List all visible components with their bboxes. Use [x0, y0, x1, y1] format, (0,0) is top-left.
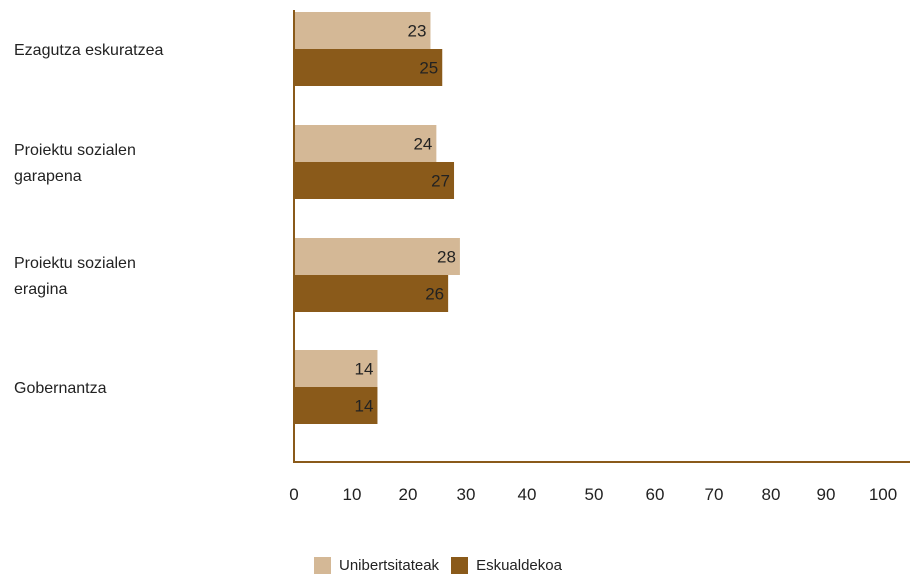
category-label: Gobernantza — [14, 380, 107, 397]
category-label: Proiektu sozialen — [14, 142, 136, 159]
tick-label: 60 — [646, 485, 665, 504]
data-label: 25 — [419, 59, 438, 78]
bars — [295, 12, 460, 424]
bar — [295, 238, 460, 275]
data-label: 27 — [431, 172, 450, 191]
category-label: garapena — [14, 168, 82, 185]
tick-label: 10 — [343, 485, 362, 504]
legend-label-eskualdekoa: Eskualdekoa — [476, 557, 562, 574]
category-label: eragina — [14, 281, 67, 298]
category-label: Proiektu sozialen — [14, 255, 136, 272]
bar — [295, 162, 455, 199]
data-label: 23 — [408, 22, 427, 41]
bar — [295, 125, 437, 162]
tick-label: 100 — [869, 485, 897, 504]
legend: Unibertsitateak Eskualdekoa — [314, 557, 574, 574]
tick-label: 90 — [817, 485, 836, 504]
category-labels: Ezagutza eskuratzea Proiektu sozialen gara… — [14, 42, 164, 397]
tick-label: 20 — [399, 485, 418, 504]
category-label: Ezagutza eskuratzea — [14, 42, 164, 59]
data-label: 28 — [437, 248, 456, 267]
data-label: 14 — [355, 360, 374, 379]
bar — [295, 275, 449, 312]
tick-label: 0 — [289, 485, 298, 504]
tick-label: 70 — [705, 485, 724, 504]
bar — [295, 12, 431, 49]
x-tick-labels: 0 10 20 30 40 50 60 70 80 90 100 — [289, 485, 897, 504]
data-labels: 23 25 24 27 28 26 14 14 — [355, 22, 456, 416]
legend-item-eskualdekoa: Eskualdekoa — [451, 557, 562, 574]
bar — [295, 49, 443, 86]
bar — [295, 387, 378, 424]
tick-label: 30 — [457, 485, 476, 504]
tick-label: 50 — [585, 485, 604, 504]
legend-swatch-eskualdekoa — [451, 557, 469, 574]
tick-label: 80 — [762, 485, 781, 504]
data-label: 26 — [425, 285, 444, 304]
data-label: 14 — [355, 397, 374, 416]
bar — [295, 350, 378, 387]
legend-item-unibertsitateak: Unibertsitateak — [314, 557, 439, 574]
legend-label-unibertsitateak: Unibertsitateak — [339, 557, 440, 574]
data-label: 24 — [413, 135, 432, 154]
tick-label: 40 — [518, 485, 537, 504]
legend-swatch-unibertsitateak — [314, 557, 331, 574]
